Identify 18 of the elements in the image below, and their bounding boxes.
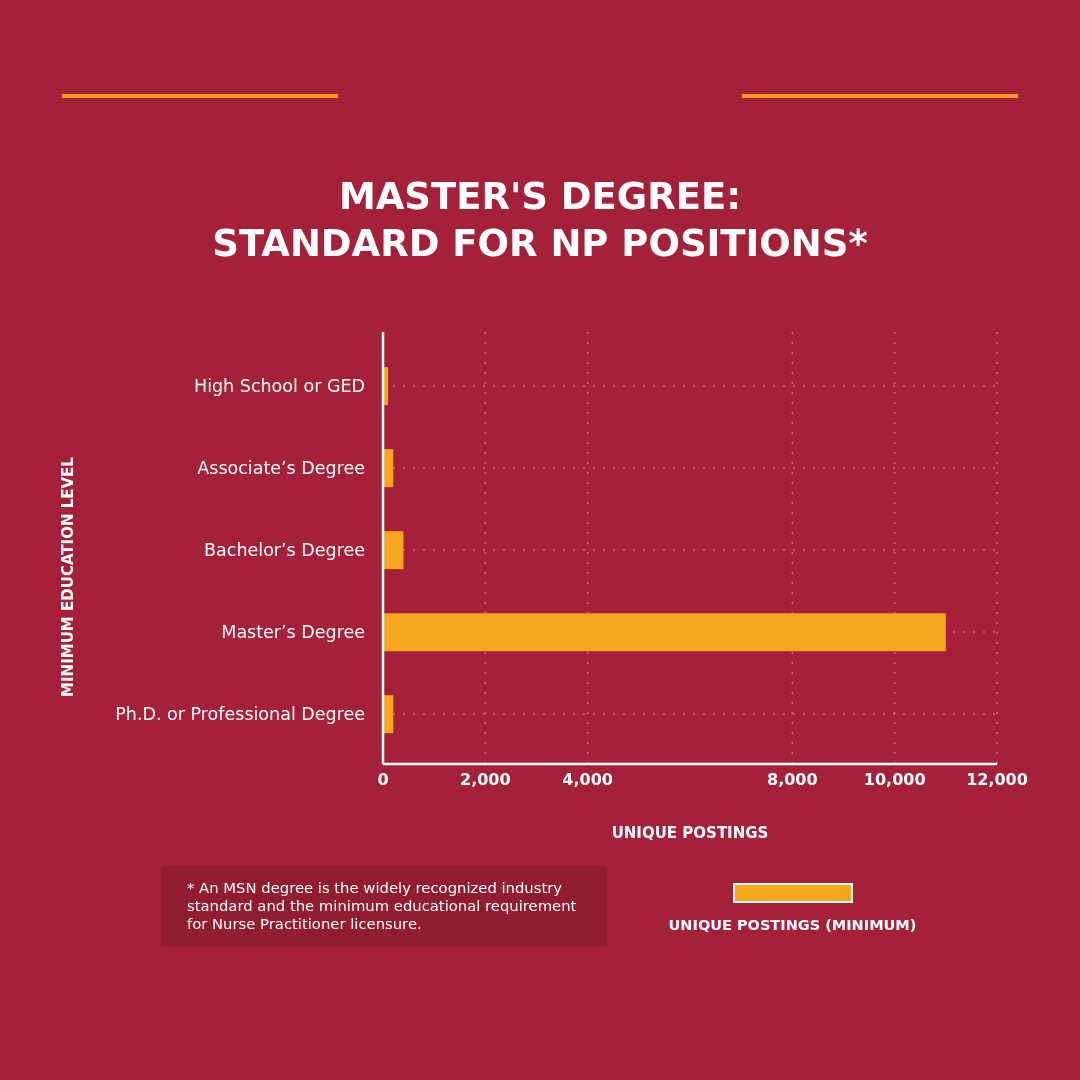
x-tick-label: 4,000 <box>562 770 613 790</box>
text: * An MSN degree is the widely recognized industry standard and the minimum educational requirement for Nurse Practitioner licensure. <box>187 879 578 933</box>
x-axis-title: UNIQUE POSTINGS <box>611 824 769 842</box>
y-tick-label: High School or GED <box>193 376 365 397</box>
bar <box>383 613 946 652</box>
bar <box>383 531 404 570</box>
x-tick-label: 0 <box>377 770 389 790</box>
x-tick-label: 12,000 <box>966 770 1028 790</box>
y-tick-label: Ph.D. or Professional Degree <box>115 704 365 725</box>
x-tick-label: 8,000 <box>767 770 818 790</box>
chart-title: MASTER'S DEGREE: STANDARD FOR NP POSITIONS* <box>212 174 868 267</box>
x-tick-label: 2,000 <box>460 770 511 790</box>
text: UNIQUE POSTINGS (MINIMUM) <box>668 917 917 933</box>
y-tick-label: Master’s Degree <box>221 622 365 643</box>
y-tick-label: Associate’s Degree <box>197 458 365 479</box>
y-tick-label: Bachelor’s Degree <box>204 540 365 561</box>
y-axis-title: MINIMUM EDUCATION LEVEL <box>59 457 77 697</box>
x-tick-label: 10,000 <box>863 770 926 790</box>
